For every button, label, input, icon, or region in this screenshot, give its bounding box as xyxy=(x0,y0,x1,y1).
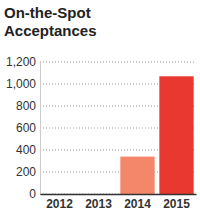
y-tick-label: 0 xyxy=(29,187,36,201)
x-tick: 2013 xyxy=(85,194,112,211)
x-tick-label: 2012 xyxy=(46,197,73,211)
title-line: On-the-Spot xyxy=(4,4,91,21)
y-tick: 0 xyxy=(29,187,40,201)
bar xyxy=(159,76,193,194)
x-axis-line xyxy=(41,194,197,196)
grid xyxy=(40,62,196,194)
plot: 0 200 400 600 800 1,000 1,200 2012 2013 2014 2015 xyxy=(6,55,197,210)
x-tick-label: 2014 xyxy=(124,197,151,211)
title-line: Acceptances xyxy=(4,22,97,39)
y-tick-label: 1,000 xyxy=(6,77,36,91)
x-axis: 2012 2013 2014 2015 xyxy=(41,194,197,211)
bars xyxy=(120,76,193,194)
y-tick-label: 200 xyxy=(16,165,36,179)
x-tick: 2015 xyxy=(163,194,190,211)
y-tick: 400 xyxy=(16,143,40,157)
bar xyxy=(120,157,154,194)
x-tick: 2012 xyxy=(46,194,73,211)
y-axis: 0 200 400 600 800 1,000 1,200 xyxy=(6,55,41,201)
y-tick-label: 1,200 xyxy=(6,55,36,69)
y-tick: 600 xyxy=(16,121,40,135)
y-tick-label: 400 xyxy=(16,143,36,157)
y-tick-label: 800 xyxy=(16,99,36,113)
y-tick: 1,200 xyxy=(6,55,40,69)
x-tick: 2014 xyxy=(124,194,151,211)
y-tick: 800 xyxy=(16,99,40,113)
y-tick-label: 600 xyxy=(16,121,36,135)
title: On-the-SpotAcceptances xyxy=(4,4,97,39)
y-axis-line xyxy=(40,63,41,195)
x-tick-label: 2013 xyxy=(85,197,112,211)
grid-line xyxy=(40,62,196,63)
y-tick: 1,000 xyxy=(6,77,40,91)
y-tick: 200 xyxy=(16,165,40,179)
x-tick-label: 2015 xyxy=(163,197,190,211)
chart: On-the-SpotAcceptances 0 200 400 600 800 1,000… xyxy=(0,0,200,220)
